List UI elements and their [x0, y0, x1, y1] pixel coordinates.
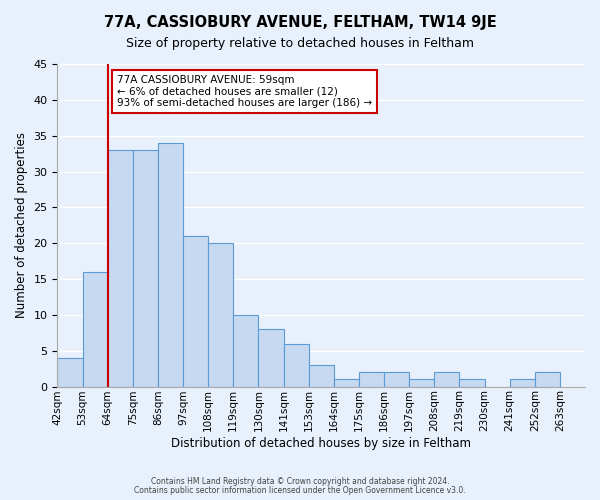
Bar	[308, 365, 334, 386]
Bar	[158, 143, 183, 386]
Bar	[384, 372, 409, 386]
Text: Contains public sector information licensed under the Open Government Licence v3: Contains public sector information licen…	[134, 486, 466, 495]
Bar	[259, 329, 284, 386]
Bar	[83, 272, 107, 386]
Bar	[535, 372, 560, 386]
Text: Contains HM Land Registry data © Crown copyright and database right 2024.: Contains HM Land Registry data © Crown c…	[151, 477, 449, 486]
Text: 77A, CASSIOBURY AVENUE, FELTHAM, TW14 9JE: 77A, CASSIOBURY AVENUE, FELTHAM, TW14 9J…	[104, 15, 496, 30]
X-axis label: Distribution of detached houses by size in Feltham: Distribution of detached houses by size …	[171, 437, 471, 450]
Bar	[284, 344, 308, 386]
Text: Size of property relative to detached houses in Feltham: Size of property relative to detached ho…	[126, 38, 474, 51]
Bar	[409, 380, 434, 386]
Bar	[334, 380, 359, 386]
Bar	[58, 358, 83, 386]
Bar	[107, 150, 133, 386]
Bar	[359, 372, 384, 386]
Bar	[509, 380, 535, 386]
Bar	[133, 150, 158, 386]
Bar	[434, 372, 460, 386]
Y-axis label: Number of detached properties: Number of detached properties	[15, 132, 28, 318]
Bar	[183, 236, 208, 386]
Text: 77A CASSIOBURY AVENUE: 59sqm
← 6% of detached houses are smaller (12)
93% of sem: 77A CASSIOBURY AVENUE: 59sqm ← 6% of det…	[117, 75, 372, 108]
Bar	[460, 380, 485, 386]
Bar	[233, 315, 259, 386]
Bar	[208, 243, 233, 386]
